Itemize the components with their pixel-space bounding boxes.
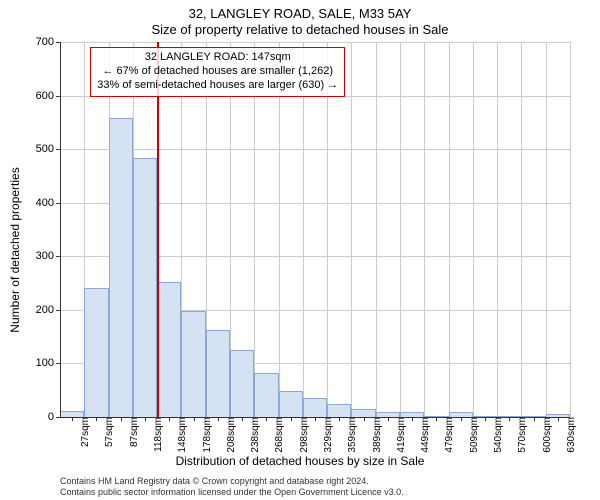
grid-line-v bbox=[400, 42, 401, 417]
histogram-bar bbox=[133, 158, 157, 417]
grid-line-v bbox=[497, 42, 498, 417]
y-axis-title: Number of detached properties bbox=[8, 167, 22, 332]
plot-area: 010020030040050060070027sqm57sqm87sqm118… bbox=[60, 42, 570, 417]
annotation-line: 33% of semi-detached houses are larger (… bbox=[97, 79, 338, 93]
grid-line-v bbox=[279, 42, 280, 417]
x-tick-label: 57sqm bbox=[100, 417, 115, 447]
x-tick-label: 118sqm bbox=[149, 417, 164, 452]
grid-line-v bbox=[303, 42, 304, 417]
histogram-bar bbox=[84, 288, 108, 417]
grid-line-v bbox=[376, 42, 377, 417]
grid-line-v bbox=[570, 42, 571, 417]
histogram-bar bbox=[303, 398, 327, 417]
y-axis-line bbox=[60, 42, 61, 417]
histogram-bar bbox=[351, 409, 375, 417]
x-tick-label: 540sqm bbox=[489, 417, 504, 453]
grid-line-v bbox=[424, 42, 425, 417]
x-tick-label: 238sqm bbox=[246, 417, 261, 453]
x-tick-label: 178sqm bbox=[198, 417, 213, 453]
x-axis-title: Distribution of detached houses by size … bbox=[0, 454, 600, 468]
x-tick-label: 389sqm bbox=[368, 417, 383, 453]
x-tick-label: 329sqm bbox=[319, 417, 334, 453]
histogram-bar bbox=[254, 373, 278, 417]
x-tick-label: 449sqm bbox=[416, 417, 431, 453]
histogram-bar bbox=[230, 350, 254, 418]
histogram-bar bbox=[279, 391, 303, 417]
histogram-bar bbox=[157, 282, 181, 417]
grid-line-v bbox=[449, 42, 450, 417]
grid-line-h bbox=[60, 149, 570, 150]
property-marker-line bbox=[157, 42, 159, 417]
chart-container: 32, LANGLEY ROAD, SALE, M33 5AY Size of … bbox=[0, 0, 600, 500]
chart-title-line2: Size of property relative to detached ho… bbox=[0, 22, 600, 37]
annotation-box: 32 LANGLEY ROAD: 147sqm← 67% of detached… bbox=[90, 47, 345, 96]
footer-line1: Contains HM Land Registry data © Crown c… bbox=[60, 476, 404, 487]
grid-line-v bbox=[351, 42, 352, 417]
x-tick-label: 419sqm bbox=[392, 417, 407, 453]
x-axis-line bbox=[60, 417, 570, 418]
annotation-line: ← 67% of detached houses are smaller (1,… bbox=[97, 65, 338, 79]
grid-line-v bbox=[521, 42, 522, 417]
x-tick-label: 600sqm bbox=[538, 417, 553, 453]
histogram-bar bbox=[181, 311, 205, 417]
x-tick-label: 87sqm bbox=[125, 417, 140, 447]
grid-line-v bbox=[473, 42, 474, 417]
x-tick-label: 148sqm bbox=[173, 417, 188, 453]
x-tick-label: 268sqm bbox=[270, 417, 285, 453]
grid-line-v bbox=[254, 42, 255, 417]
grid-line-v bbox=[327, 42, 328, 417]
histogram-bar bbox=[109, 118, 133, 417]
histogram-bar bbox=[206, 330, 230, 417]
x-tick-label: 509sqm bbox=[465, 417, 480, 453]
x-tick-label: 479sqm bbox=[440, 417, 455, 453]
histogram-bar bbox=[327, 404, 351, 417]
grid-line-v bbox=[546, 42, 547, 417]
chart-title-line1: 32, LANGLEY ROAD, SALE, M33 5AY bbox=[0, 6, 600, 21]
x-tick-label: 570sqm bbox=[513, 417, 528, 453]
x-tick-label: 630sqm bbox=[562, 417, 577, 453]
x-tick-label: 208sqm bbox=[222, 417, 237, 453]
footer: Contains HM Land Registry data © Crown c… bbox=[60, 476, 404, 499]
x-tick-label: 298sqm bbox=[295, 417, 310, 453]
annotation-line: 32 LANGLEY ROAD: 147sqm bbox=[97, 51, 338, 65]
x-tick-label: 359sqm bbox=[343, 417, 358, 453]
grid-line-h bbox=[60, 42, 570, 43]
x-tick-label: 27sqm bbox=[76, 417, 91, 447]
footer-line2: Contains public sector information licen… bbox=[60, 487, 404, 498]
